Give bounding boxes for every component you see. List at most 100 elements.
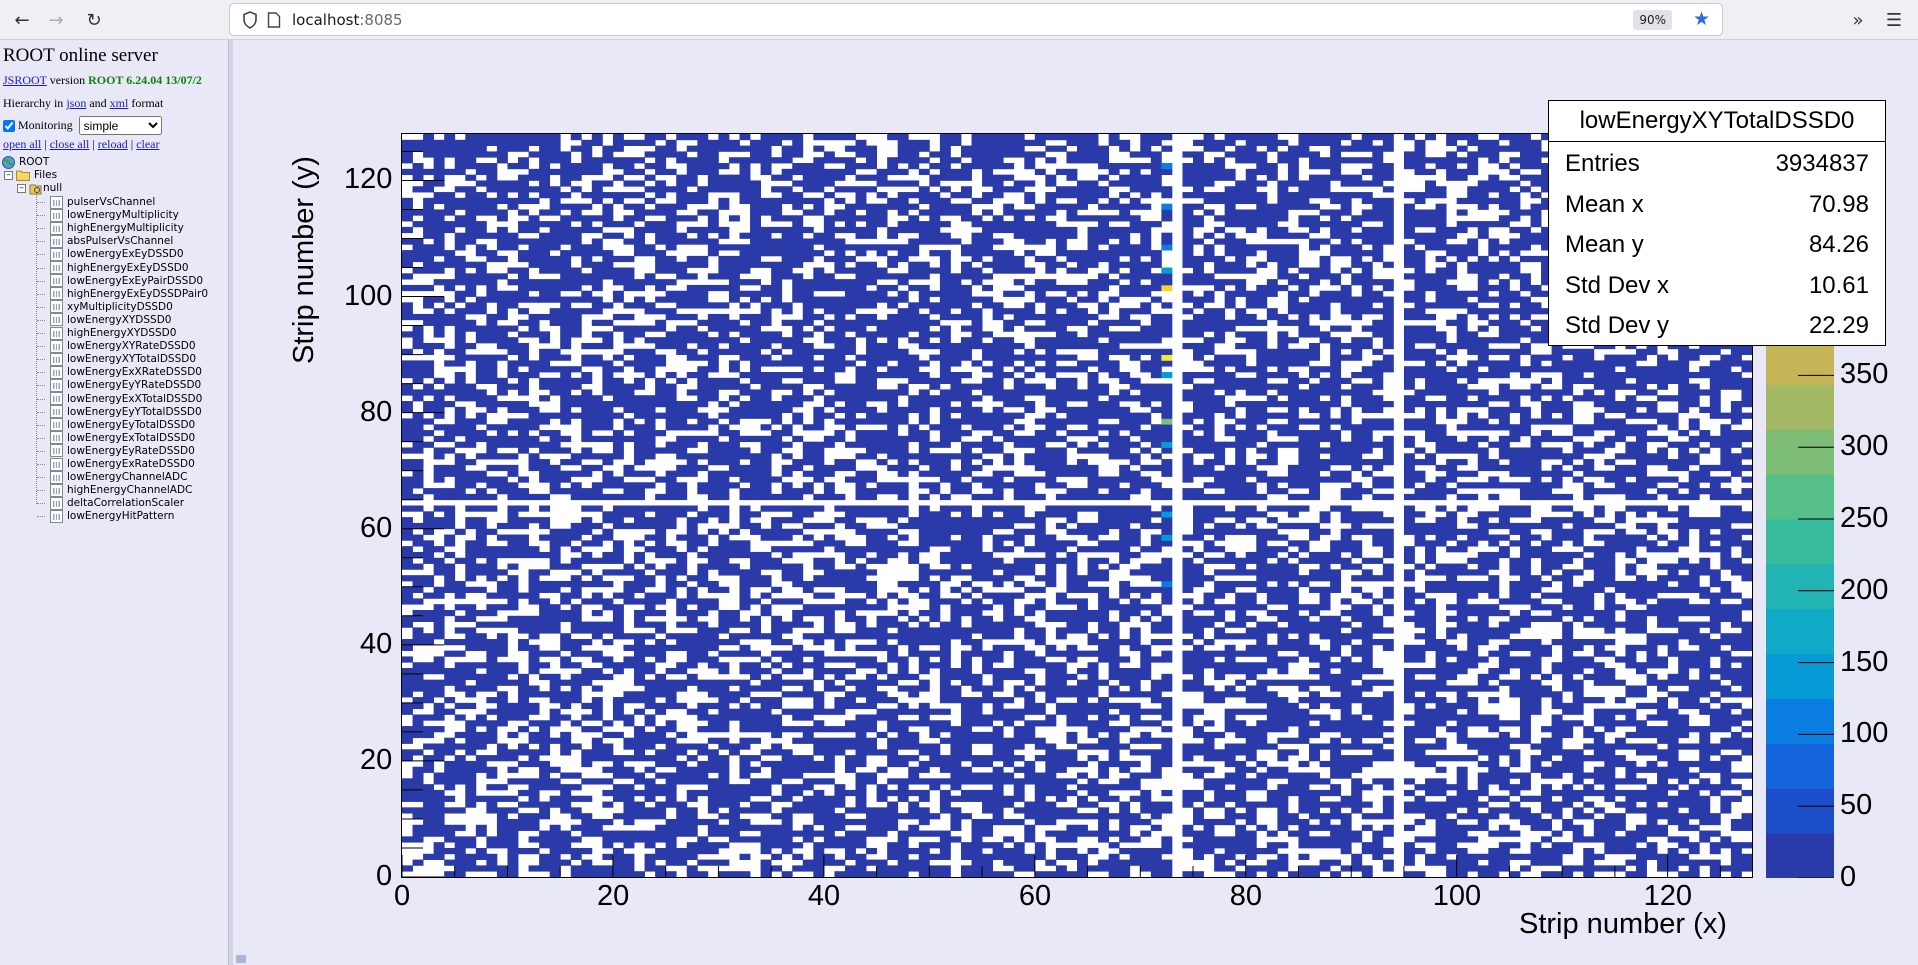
- heatmap-cell: [496, 824, 508, 831]
- tree-item[interactable]: highEnergyMultiplicity: [50, 220, 184, 236]
- heatmap-cell: [876, 604, 888, 611]
- tree-item[interactable]: lowEnergyEyYTotalDSSD0: [50, 404, 202, 420]
- xml-link[interactable]: xml: [109, 96, 129, 110]
- heatmap-cell: [855, 174, 867, 181]
- heatmap-cell: [1003, 673, 1015, 681]
- url-text[interactable]: localhost:8085: [292, 11, 403, 29]
- heatmap-cell: [560, 609, 572, 617]
- heatmap-cell: [686, 842, 698, 849]
- heatmap-cell: [465, 778, 477, 785]
- separator-grip[interactable]: [236, 955, 246, 963]
- heatmap-cell: [834, 435, 846, 443]
- reload-link[interactable]: reload: [97, 137, 128, 151]
- reload-icon[interactable]: ↻: [86, 9, 102, 31]
- tree-item[interactable]: highEnergyExEyDSSDPair0: [50, 286, 208, 302]
- heatmap-cell: [792, 180, 804, 187]
- heatmap-cell: [655, 784, 667, 791]
- tree-item[interactable]: lowEnergyExEyPairDSSD0: [50, 273, 203, 289]
- tree-item[interactable]: xyMultiplicityDSSD0: [50, 299, 173, 315]
- tree-item[interactable]: lowEnergyExEyDSSD0: [50, 246, 184, 262]
- heatmap-cell: [528, 784, 540, 791]
- back-arrow-icon[interactable]: ←: [14, 9, 30, 31]
- heatmap-cell: [771, 528, 783, 535]
- monitoring-checkbox[interactable]: [3, 119, 15, 132]
- clear-link[interactable]: clear: [136, 137, 160, 151]
- tree-root[interactable]: ROOT: [2, 154, 49, 170]
- shield-icon[interactable]: [242, 11, 258, 29]
- heatmap-cell: [570, 772, 582, 779]
- heatmap-cell: [433, 656, 445, 663]
- tree-item[interactable]: lowEnergyExXTotalDSSD0: [50, 391, 202, 407]
- tree-item[interactable]: lowEnergyExXRateDSSD0: [50, 364, 202, 380]
- heatmap-cell: [581, 406, 593, 414]
- heatmap-cell: [750, 766, 761, 773]
- tree-files-node[interactable]: – Files: [4, 167, 57, 183]
- star-icon[interactable]: ★: [1692, 8, 1710, 30]
- tree-item[interactable]: lowEnergyHitPattern: [50, 508, 174, 524]
- tree-item[interactable]: lowEnergyXYDSSD0: [50, 312, 171, 328]
- forward-arrow-icon[interactable]: →: [48, 9, 64, 31]
- heatmap-cell: [623, 743, 635, 750]
- heatmap-cell: [950, 522, 962, 530]
- heatmap-cell: [760, 435, 772, 443]
- collapse-icon[interactable]: –: [4, 170, 13, 180]
- heatmap-cell: [707, 778, 719, 785]
- heatmap-cell: [960, 639, 972, 646]
- heatmap-frame[interactable]: [401, 133, 1753, 878]
- heatmap-cell: [475, 673, 487, 681]
- heatmap-cell: [866, 691, 878, 698]
- heatmap-cell: [897, 290, 909, 297]
- tree-item[interactable]: lowEnergyChannelADC: [50, 469, 187, 485]
- heatmap-cell: [475, 528, 487, 535]
- heatmap-cell: [802, 824, 814, 831]
- heatmap-cell: [496, 337, 508, 344]
- panel-separator[interactable]: [228, 40, 233, 965]
- heatmap-cell: [718, 615, 730, 622]
- tree-item[interactable]: lowEnergyEyTotalDSSD0: [50, 417, 195, 433]
- heatmap-cell: [918, 459, 930, 466]
- heatmap-cell: [433, 180, 445, 187]
- heatmap-cell: [802, 766, 814, 773]
- tree-item[interactable]: lowEnergyXYRateDSSD0: [50, 338, 196, 354]
- tree-item[interactable]: highEnergyXYDSSD0: [50, 325, 176, 341]
- zoom-level-badge[interactable]: 90%: [1633, 10, 1672, 30]
- heatmap-cell: [454, 163, 466, 170]
- heatmap-cell: [718, 720, 730, 727]
- heatmap-cell: [929, 331, 941, 338]
- open-all-link[interactable]: open all: [3, 137, 42, 151]
- heatmap-cell: [539, 163, 551, 170]
- tree-item[interactable]: lowEnergyExRateDSSD0: [50, 456, 195, 472]
- close-all-link[interactable]: close all: [49, 137, 90, 151]
- tree-item[interactable]: deltaCorrelationScaler: [50, 495, 184, 511]
- tree-item[interactable]: lowEnergyXYTotalDSSD0: [50, 351, 196, 367]
- heatmap-cell: [676, 598, 688, 605]
- overflow-chevrons-icon[interactable]: »: [1852, 9, 1864, 31]
- monitoring-mode-select[interactable]: simple: [78, 116, 162, 135]
- tree-item[interactable]: lowEnergyEyYRateDSSD0: [50, 377, 201, 393]
- heatmap-cell: [897, 859, 909, 866]
- tree-item[interactable]: highEnergyExEyDSSD0: [50, 260, 189, 276]
- url-bar[interactable]: localhost:8085 90% ★: [229, 3, 1723, 36]
- heatmap-cell: [887, 621, 899, 628]
- heatmap-cell: [707, 441, 719, 448]
- heatmap-cell: [897, 371, 909, 379]
- hamburger-menu-icon[interactable]: ☰: [1885, 9, 1903, 31]
- heatmap-cell: [792, 354, 804, 361]
- tree-item[interactable]: lowEnergyMultiplicity: [50, 207, 179, 223]
- tree-null-node[interactable]: – null: [17, 180, 62, 196]
- tree-item[interactable]: absPulserVsChannel: [50, 233, 173, 249]
- heatmap-cell: [665, 720, 677, 727]
- tree-item[interactable]: pulserVsChannel: [50, 194, 155, 210]
- tree-item[interactable]: highEnergyChannelADC: [50, 482, 192, 498]
- json-link[interactable]: json: [66, 96, 87, 110]
- jsroot-link[interactable]: JSROOT: [3, 73, 47, 87]
- heatmap-cell: [792, 238, 804, 245]
- collapse-icon[interactable]: –: [17, 183, 26, 193]
- heatmap-cell: [992, 871, 1004, 877]
- heatmap-cell: [560, 232, 572, 239]
- histogram-icon: [50, 221, 63, 235]
- tree-item[interactable]: lowEnergyExTotalDSSD0: [50, 430, 195, 446]
- heatmap-cell: [634, 192, 645, 199]
- tree-item[interactable]: lowEnergyEyRateDSSD0: [50, 443, 195, 459]
- heatmap-cell: [771, 505, 783, 512]
